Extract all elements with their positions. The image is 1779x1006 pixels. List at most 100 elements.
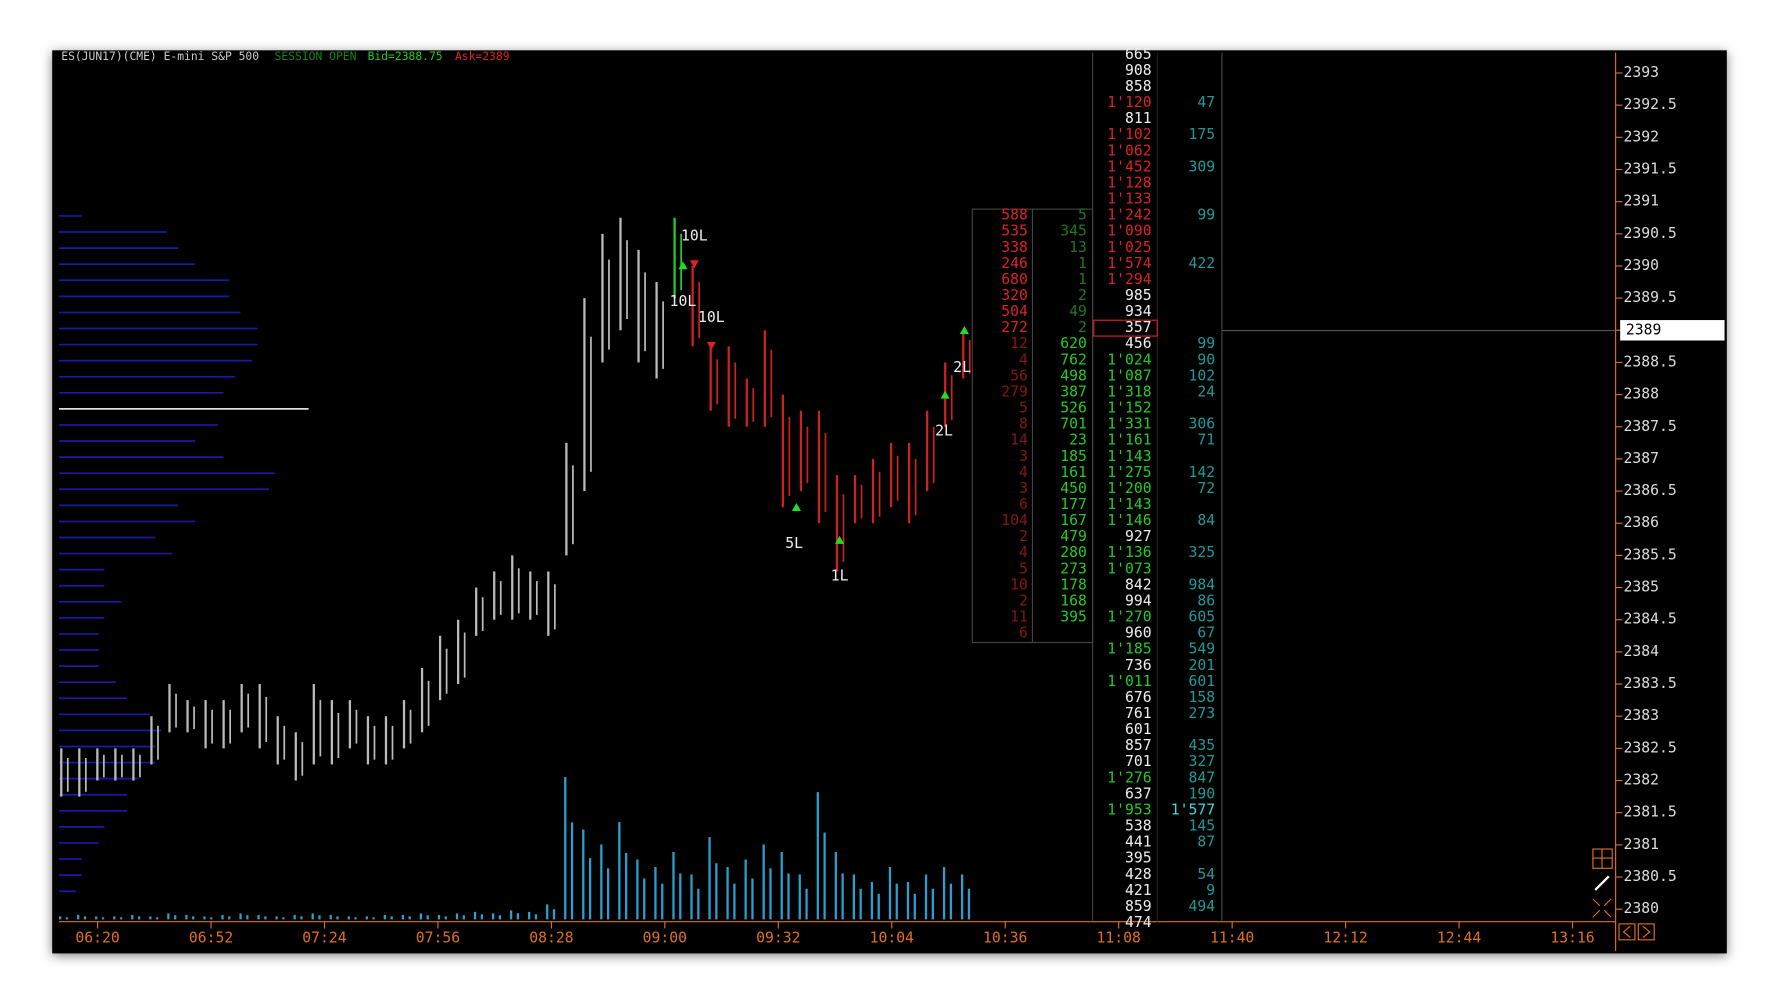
price-bar-inner (860, 484, 863, 519)
current-price: 2389 (1626, 321, 1661, 338)
ladder-volume: 1'953 (1107, 801, 1151, 818)
ladder-volume: 761 (1125, 705, 1152, 722)
ladder-volume: 1'136 (1107, 544, 1151, 561)
time-label: 09:00 (643, 930, 687, 947)
ladder-volume: 395 (1125, 850, 1152, 867)
price-label: 2382.5 (1624, 739, 1677, 756)
price-label: 2385.5 (1624, 546, 1677, 563)
volume-bar (293, 914, 296, 920)
volume-bar (419, 913, 423, 920)
price-label: 2389.5 (1624, 289, 1677, 306)
price-label: 2381.5 (1624, 804, 1677, 821)
price-label: 2384 (1624, 643, 1660, 660)
ladder-volume: 994 (1125, 592, 1152, 609)
sell-marker (706, 341, 716, 350)
volume-bar (149, 916, 152, 920)
current-row-box (1093, 319, 1158, 337)
ladder-delta: 86 (1197, 592, 1215, 609)
price-bar-inner (535, 581, 538, 615)
price-bar-inner (283, 725, 286, 760)
buy-marker (791, 503, 802, 511)
ladder-ask: 1 (1078, 271, 1087, 288)
volume-bar (185, 914, 188, 920)
ladder-volume: 1'318 (1107, 383, 1151, 400)
volume-bar (528, 911, 531, 920)
volume-bar-inner (931, 888, 934, 920)
ladder-volume: 1'331 (1107, 416, 1151, 433)
trade-label: 1L (831, 568, 849, 585)
volume-bar (401, 914, 405, 920)
window (52, 50, 1727, 954)
volume-bar (509, 910, 513, 920)
ladder-volume: 676 (1125, 689, 1152, 706)
ladder-bid: 4 (1019, 464, 1028, 481)
ladder-delta: 435 (1188, 737, 1215, 754)
ladder-bid: 12 (1010, 335, 1028, 352)
expand-tool[interactable] (1592, 898, 1612, 918)
price-bar (168, 684, 171, 733)
ladder-delta: 190 (1188, 785, 1215, 802)
price-bar (565, 442, 568, 556)
volume-bar-inner (859, 888, 862, 920)
price-label: 2380.5 (1624, 868, 1677, 885)
ladder-delta: 145 (1188, 818, 1215, 835)
ladder-volume: 474 (1125, 914, 1152, 931)
scroll-left[interactable] (1618, 923, 1636, 941)
ladder-ask: 498 (1060, 367, 1087, 384)
price-bar (619, 217, 622, 331)
ladder-ask: 1 (1078, 255, 1087, 272)
ladder-bid: 5 (1019, 400, 1028, 417)
volume-bar-inner (137, 916, 141, 920)
ladder-volume: 1'024 (1107, 351, 1151, 368)
session: SESSION OPEN (275, 49, 357, 63)
price-bar (258, 684, 261, 749)
trade-label: 5L (785, 535, 803, 552)
ladder-delta: 87 (1197, 834, 1215, 851)
price-bar (312, 684, 315, 765)
price-bar-inner (373, 725, 376, 760)
price-bar (348, 700, 352, 749)
ladder-delta: 1'577 (1171, 801, 1215, 818)
volume-bar (311, 913, 314, 920)
ladder-ask: 2 (1078, 287, 1087, 304)
ladder-volume: 1'161 (1107, 432, 1151, 449)
price-label: 2382 (1624, 772, 1659, 789)
volume-bar (491, 913, 495, 920)
price-label: 2388.5 (1624, 353, 1677, 370)
draw-tool[interactable] (1594, 875, 1610, 891)
volume-bar-inner (318, 915, 321, 920)
price-bar (727, 346, 730, 427)
volume-bar (77, 914, 80, 920)
volume-bar (113, 916, 116, 920)
price-bar-inner (590, 336, 592, 472)
ladder-delta: 175 (1188, 126, 1215, 143)
volume-bar (870, 881, 874, 920)
price-bar-inner (770, 349, 773, 418)
ladder-bid: 14 (1010, 432, 1028, 449)
ladder-bid: 2 (1019, 528, 1028, 545)
volume-bar (257, 914, 260, 920)
price-label: 2386 (1624, 514, 1659, 531)
ladder-bid: 588 (1001, 207, 1028, 224)
ladder-volume: 456 (1125, 335, 1152, 352)
symbol: ES(JUN17)(CME) E-mini S&P 500 (61, 49, 259, 63)
price-bar-inner (355, 709, 358, 744)
ladder-ask: 526 (1060, 400, 1087, 417)
ladder-volume: 1'276 (1107, 769, 1151, 786)
ladder-delta: 605 (1188, 609, 1215, 626)
price-bar-inner (229, 709, 231, 744)
price-bar-inner (445, 648, 448, 694)
price-bar (799, 410, 803, 492)
ladder-ask: 5 (1078, 207, 1087, 224)
volume-bar-inner (715, 863, 718, 920)
price-bar-inner (517, 568, 520, 614)
price-bar (384, 716, 388, 765)
price-bar-inner (842, 494, 845, 562)
price-bar-inner (716, 359, 719, 405)
ladder-delta: 158 (1188, 689, 1215, 706)
price-bar (853, 475, 857, 524)
scroll-right[interactable] (1637, 923, 1655, 941)
price-bar (583, 298, 586, 492)
ladder-volume: 637 (1125, 785, 1152, 802)
time-label: 08:28 (529, 930, 573, 947)
